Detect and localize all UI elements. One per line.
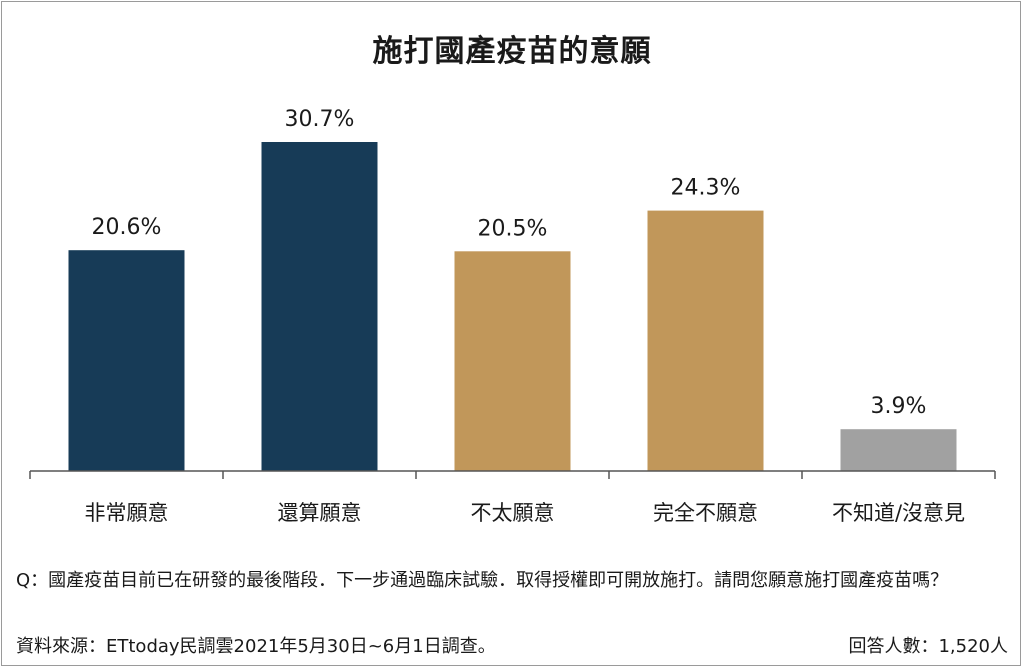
category-label-3: 不太願意 (471, 501, 555, 525)
value-label-2: 30.7% (285, 107, 355, 132)
value-label-5: 3.9% (871, 394, 927, 419)
bar-1 (68, 250, 185, 471)
survey-question: Q：國產疫苗目前已在研發的最後階段．下一步通過臨床試驗．取得授權即可開放施打。請… (16, 570, 949, 591)
category-label-2: 還算願意 (278, 501, 362, 525)
bar-3 (454, 251, 571, 471)
bar-2 (261, 142, 378, 471)
category-label-5: 不知道/沒意見 (832, 501, 965, 525)
value-label-4: 24.3% (671, 176, 741, 201)
category-label-1: 非常願意 (85, 501, 169, 525)
x-axis: 非常願意 還算願意 不太願意 完全不願意 不知道/沒意見 (29, 470, 996, 525)
value-label-1: 20.6% (92, 215, 162, 240)
data-source: 資料來源：ETtoday民調雲2021年5月30日~6月1日調查。 (16, 636, 496, 657)
chart-title: 施打國產疫苗的意願 (372, 34, 652, 69)
bars-group: 20.6% 30.7% 20.5% 24.3% 3.9% (68, 107, 957, 471)
bar-5 (840, 429, 957, 471)
respondent-count: 回答人數：1,520人 (848, 636, 1008, 657)
category-label-4: 完全不願意 (653, 501, 758, 525)
value-label-3: 20.5% (478, 216, 548, 241)
bar-4 (647, 210, 764, 471)
